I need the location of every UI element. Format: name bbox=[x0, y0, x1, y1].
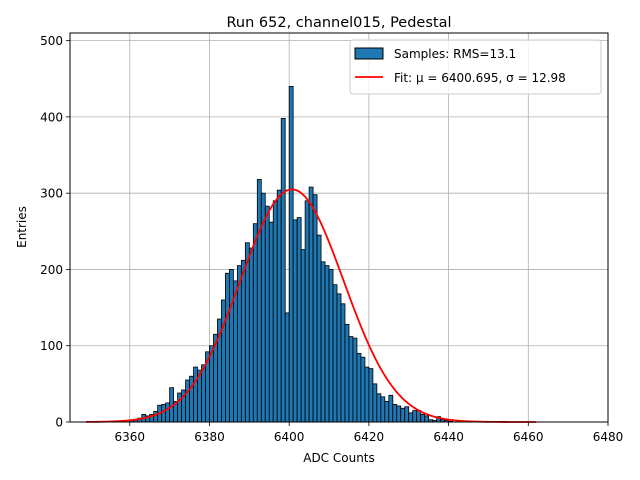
histogram-bar bbox=[396, 405, 402, 423]
histogram-bar bbox=[264, 205, 270, 423]
x-tick-label: 6420 bbox=[354, 430, 385, 444]
histogram-bar bbox=[400, 407, 406, 423]
histogram-bar bbox=[165, 402, 171, 423]
fit-curve bbox=[85, 188, 537, 423]
y-ticks: 0 100 200 300 400 500 bbox=[40, 34, 70, 430]
histogram-bar bbox=[288, 85, 294, 423]
histogram-bar bbox=[240, 259, 246, 423]
histogram-bar bbox=[392, 404, 398, 423]
histogram-bar bbox=[252, 223, 258, 423]
y-tick-label: 0 bbox=[55, 416, 63, 430]
histogram-bar bbox=[376, 393, 382, 423]
histogram-bar bbox=[268, 221, 274, 423]
histogram-bar bbox=[296, 217, 302, 423]
histogram-bar bbox=[368, 368, 374, 423]
histogram-bar bbox=[356, 352, 362, 423]
histogram-bar bbox=[332, 284, 338, 423]
histogram-bar bbox=[372, 383, 378, 423]
histogram-bar bbox=[340, 303, 346, 423]
histogram-bar bbox=[424, 415, 430, 423]
histogram-bar bbox=[404, 406, 410, 423]
histogram-bar bbox=[221, 299, 226, 423]
legend-histogram-swatch bbox=[354, 47, 384, 60]
histogram-bar bbox=[360, 356, 366, 423]
histogram-bar bbox=[189, 375, 194, 423]
histogram-bar bbox=[408, 412, 414, 423]
histogram-bar bbox=[153, 410, 159, 423]
histogram-bar bbox=[161, 404, 167, 423]
x-tick-label: 6360 bbox=[115, 430, 146, 444]
y-axis-label: Entries bbox=[15, 206, 29, 248]
x-axis-label: ADC Counts bbox=[303, 451, 375, 465]
x-tick-label: 6440 bbox=[433, 430, 464, 444]
histogram-bar bbox=[284, 312, 290, 423]
histogram-bar bbox=[324, 265, 330, 423]
legend-histogram-label: Samples: RMS=13.1 bbox=[394, 47, 516, 61]
histogram-bar bbox=[272, 200, 278, 423]
y-tick-label: 200 bbox=[40, 263, 63, 277]
histogram-bar bbox=[225, 272, 230, 423]
histogram-bar bbox=[380, 396, 386, 423]
fit-curve-layer bbox=[85, 188, 537, 423]
y-tick-label: 500 bbox=[40, 34, 63, 48]
histogram-bar bbox=[308, 186, 314, 423]
histogram-bar bbox=[344, 323, 350, 423]
x-tick-label: 6460 bbox=[513, 430, 544, 444]
histogram-bar bbox=[416, 410, 422, 423]
y-tick-label: 300 bbox=[40, 187, 63, 201]
histogram-bars bbox=[129, 85, 453, 423]
chart-title: Run 652, channel015, Pedestal bbox=[226, 15, 451, 31]
histogram-bar bbox=[292, 219, 298, 423]
histogram-bar bbox=[276, 189, 282, 423]
histogram-bar bbox=[232, 280, 238, 423]
plot-frame bbox=[69, 32, 609, 423]
histogram-bar bbox=[177, 392, 182, 423]
histogram-bar bbox=[336, 293, 342, 423]
histogram-bar bbox=[193, 366, 198, 423]
histogram-bar bbox=[304, 200, 310, 423]
histogram-bar bbox=[185, 379, 190, 423]
histogram-bar bbox=[352, 337, 358, 423]
x-tick-label: 6380 bbox=[194, 430, 225, 444]
histogram-bar bbox=[256, 179, 262, 423]
x-tick-label: 6480 bbox=[593, 430, 624, 444]
y-tick-label: 100 bbox=[40, 339, 63, 353]
x-ticks: 6360 6380 6400 6420 6440 6460 6480 bbox=[115, 422, 624, 444]
histogram-bar bbox=[420, 413, 426, 423]
histogram-bar bbox=[244, 242, 250, 423]
legend-fit-label: Fit: μ = 6400.695, σ = 12.98 bbox=[394, 71, 566, 85]
histogram-bar bbox=[248, 247, 254, 423]
histogram-bar bbox=[316, 234, 322, 423]
histogram-bar bbox=[201, 364, 206, 423]
histogram-bar bbox=[320, 261, 326, 423]
legend-box bbox=[349, 39, 602, 95]
histogram-bar bbox=[229, 269, 234, 423]
histogram-bar bbox=[280, 118, 286, 423]
histogram-bar bbox=[312, 194, 318, 423]
legend: Samples: RMS=13.1 Fit: μ = 6400.695, σ =… bbox=[349, 39, 602, 95]
histogram-bar bbox=[328, 269, 334, 423]
histogram-bar bbox=[412, 410, 418, 423]
histogram-bar bbox=[384, 401, 390, 423]
histogram-bar bbox=[364, 366, 370, 423]
y-tick-label: 400 bbox=[40, 110, 63, 124]
histogram-bar bbox=[300, 249, 306, 423]
histogram-bar bbox=[388, 394, 394, 423]
histogram-bar bbox=[348, 336, 354, 423]
x-tick-label: 6400 bbox=[274, 430, 305, 444]
